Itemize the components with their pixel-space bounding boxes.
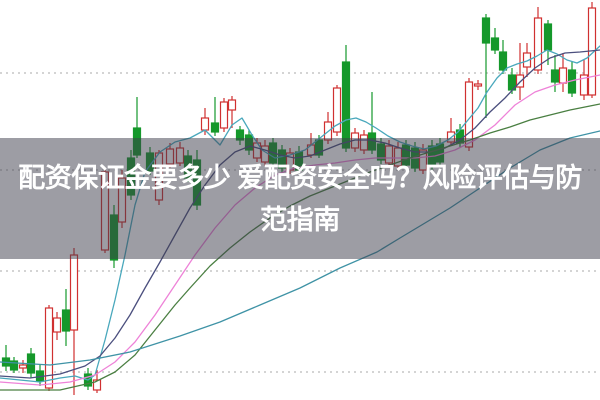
banner-title-line-2: 范指南 [260, 204, 340, 235]
title-banner-overlay: 配资保证金要多少 爱配资安全吗？风险评估与防 范指南 [0, 138, 600, 259]
banner-title-line-1: 配资保证金要多少 爱配资安全吗？风险评估与防 [18, 162, 582, 193]
